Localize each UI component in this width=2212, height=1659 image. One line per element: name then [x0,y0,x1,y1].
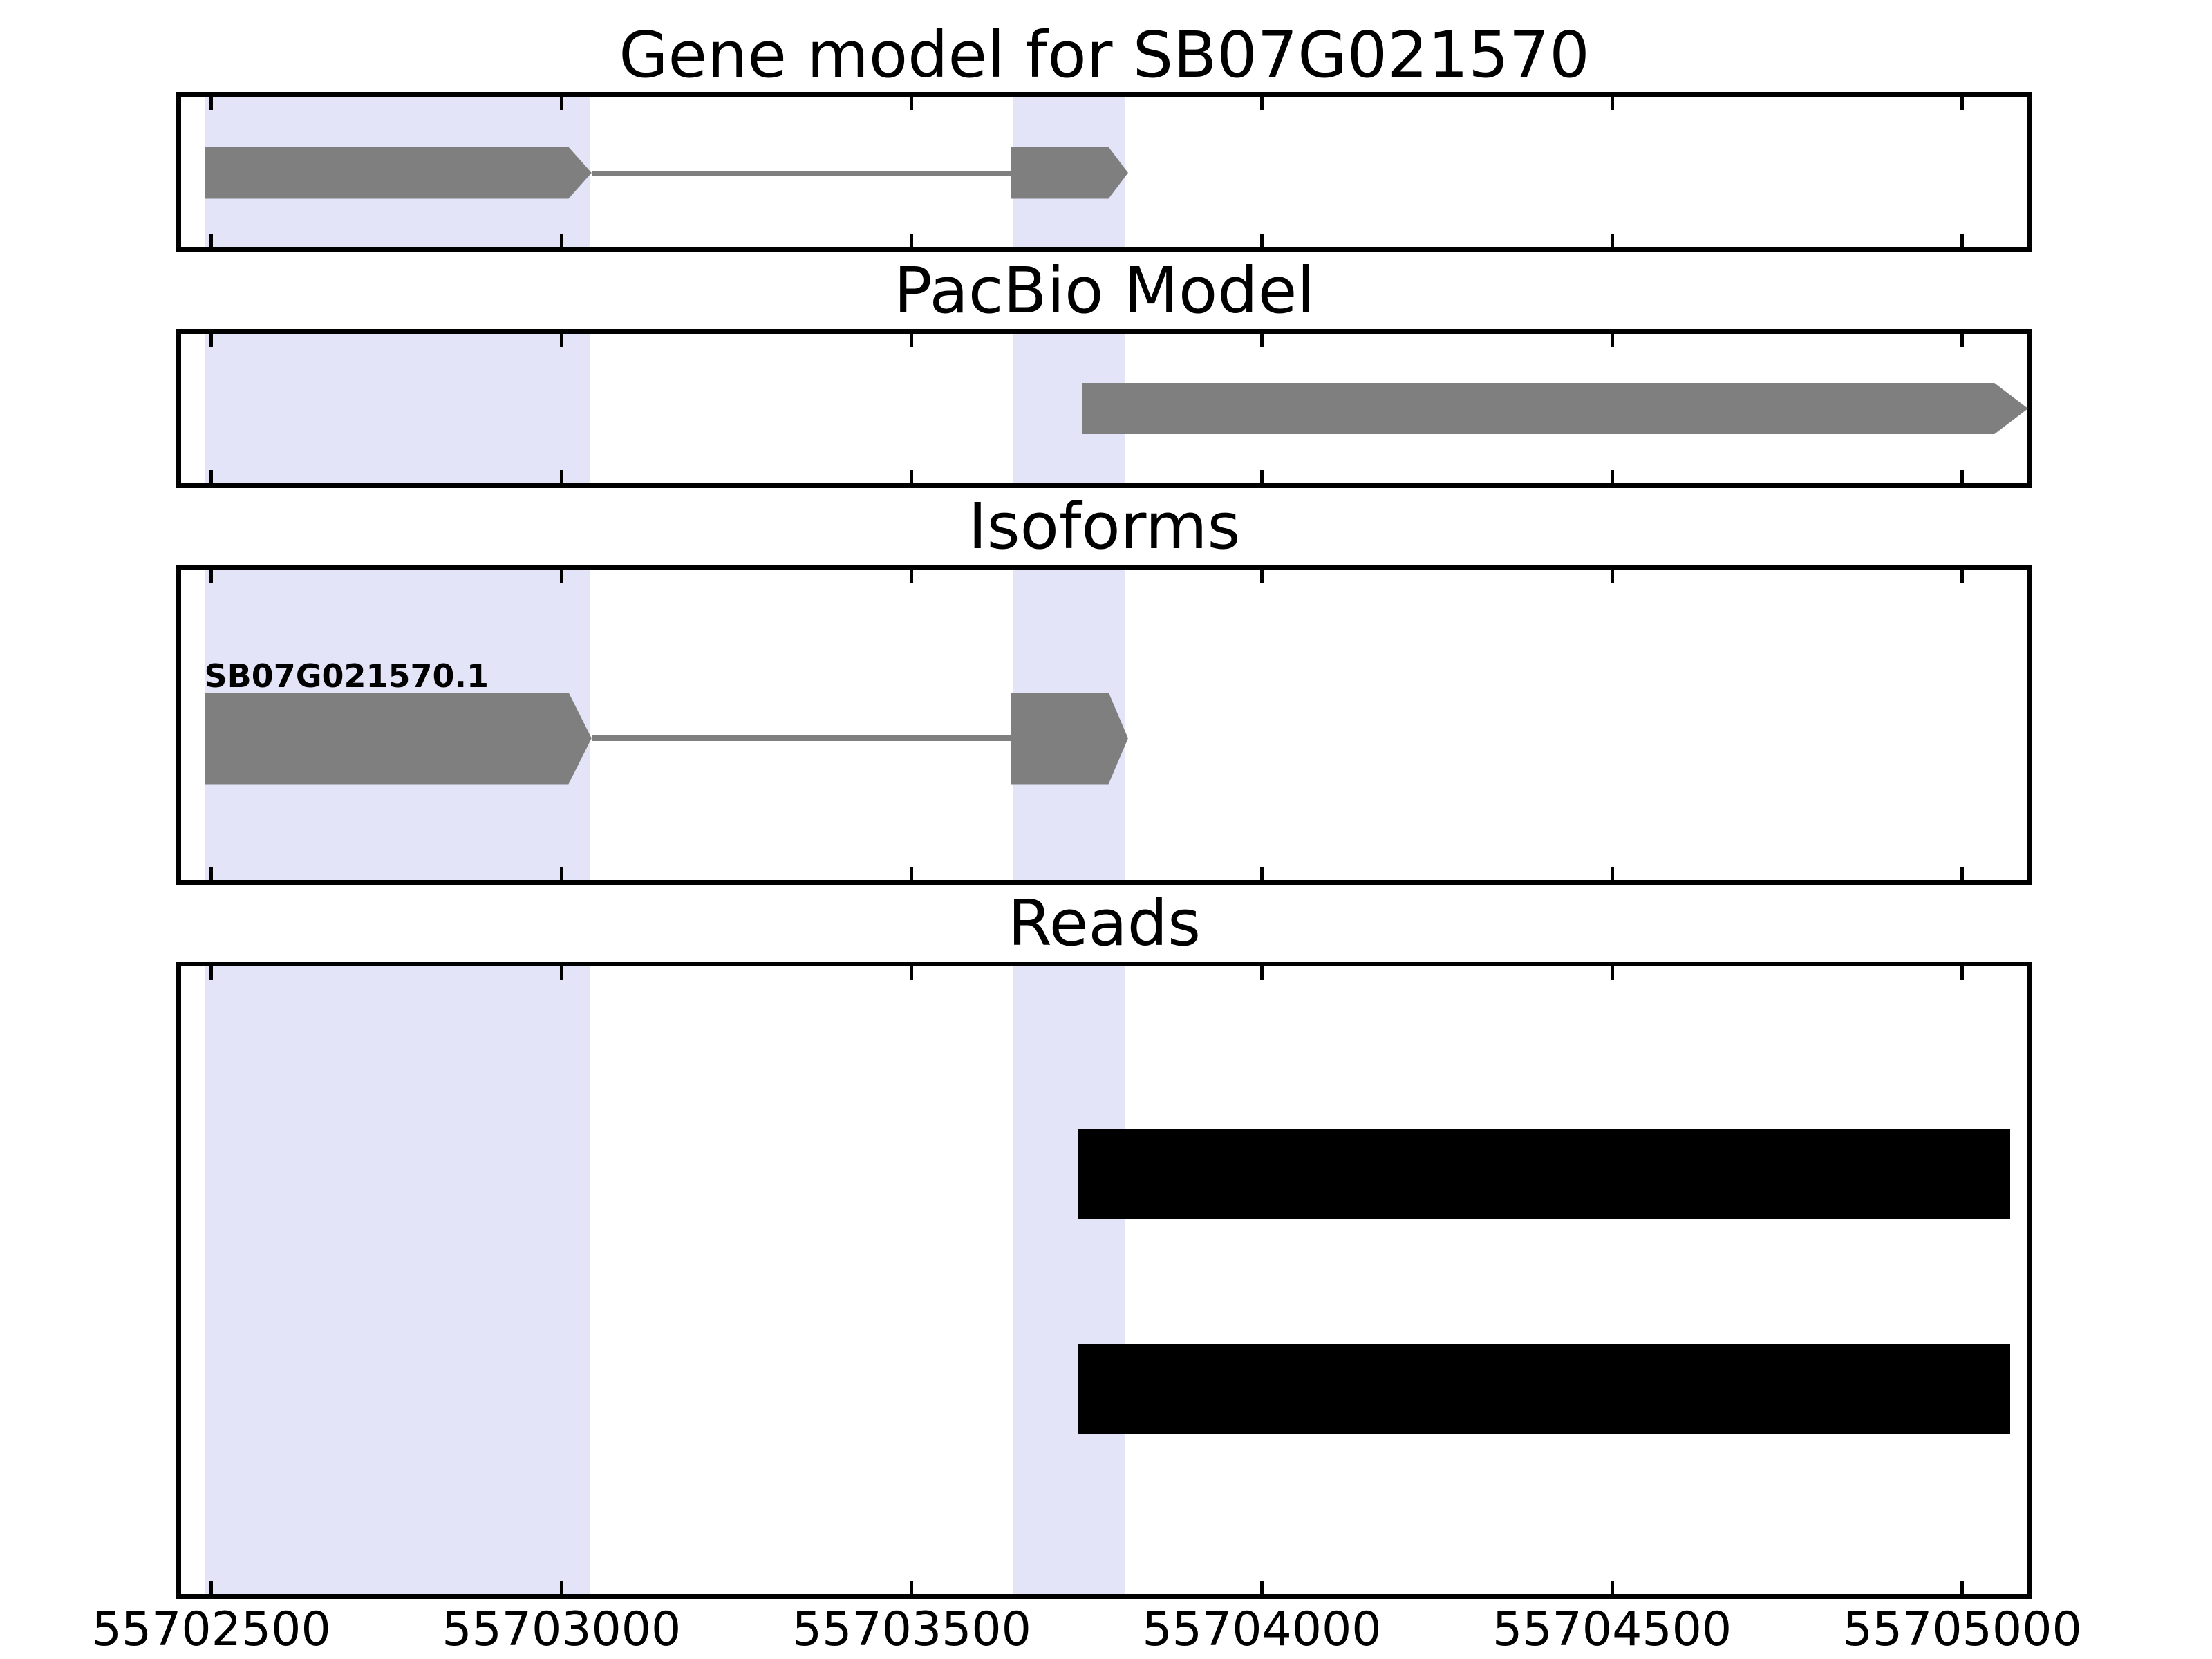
read-bar [1077,1344,2010,1434]
axis-tick [559,470,563,483]
axis-tick [559,97,563,110]
x-tick-label: 55704500 [1492,1602,1732,1657]
axis-tick [209,867,214,880]
panel-title-isoforms: Isoforms [968,489,1241,563]
intron-line [591,735,1013,741]
axis-tick [209,1581,214,1594]
exon-arrow-glyph [1082,383,2028,434]
axis-tick [1960,334,1965,347]
axis-tick [1610,966,1614,980]
axis-tick [559,570,563,583]
exon-arrow-glyph [204,147,592,199]
axis-tick [1259,570,1264,583]
axis-tick [1259,867,1264,880]
axis-tick [1960,234,1965,247]
axis-tick [1259,97,1264,110]
axis-tick [1259,470,1264,483]
axis-tick [559,867,563,880]
axis-tick [1960,966,1965,980]
exon-arrow-glyph [1010,147,1128,199]
panel-gene-model [176,92,2032,252]
axis-tick [1960,867,1965,880]
panel-title-pacbio-model: PacBio Model [894,253,1315,328]
x-tick-label: 55703500 [791,1602,1031,1657]
axis-tick [559,1581,563,1594]
exon-arrow-glyph [204,692,592,785]
axis-tick [910,570,914,583]
x-tick-label: 55704000 [1142,1602,1382,1657]
axis-tick [1960,97,1965,110]
axis-tick [209,470,214,483]
axis-tick [910,1581,914,1594]
panel-title-reads: Reads [1007,885,1201,960]
axis-tick [1610,470,1614,483]
highlight-region [1013,966,1125,1594]
x-tick-label: 55705000 [1842,1602,2082,1657]
axis-tick [1259,234,1264,247]
axis-tick [209,334,214,347]
axis-tick [559,234,563,247]
x-tick-label: 55702500 [91,1602,331,1657]
axis-tick [559,334,563,347]
axis-tick [209,570,214,583]
axis-tick [209,234,214,247]
highlight-region [204,966,590,1594]
highlight-region [204,334,590,483]
axis-tick [910,470,914,483]
panel-isoforms [176,565,2032,885]
axis-tick [910,867,914,880]
axis-tick [1259,966,1264,980]
panel-pacbio-model [176,329,2032,488]
axis-tick [910,97,914,110]
axis-tick [910,966,914,980]
axis-tick [1610,234,1614,247]
axis-tick [1960,1581,1965,1594]
panel-title-gene-model: Gene model for SB07G021570 [619,17,1590,92]
axis-tick [1960,470,1965,483]
axis-tick [1259,334,1264,347]
axis-tick [1610,1581,1614,1594]
axis-tick [209,966,214,980]
axis-tick [1610,97,1614,110]
axis-tick [1259,1581,1264,1594]
axis-tick [910,334,914,347]
axis-tick [559,966,563,980]
axis-tick [209,97,214,110]
read-bar [1077,1129,2010,1219]
axis-tick [1610,334,1614,347]
axis-tick [1610,570,1614,583]
panel-reads [176,962,2032,1599]
axis-tick [910,234,914,247]
axis-tick [1960,570,1965,583]
axis-tick [1610,867,1614,880]
isoform-label: SB07G021570.1 [204,657,489,695]
intron-line [591,170,1013,176]
x-tick-label: 55703000 [442,1602,682,1657]
exon-arrow-glyph [1010,692,1128,785]
